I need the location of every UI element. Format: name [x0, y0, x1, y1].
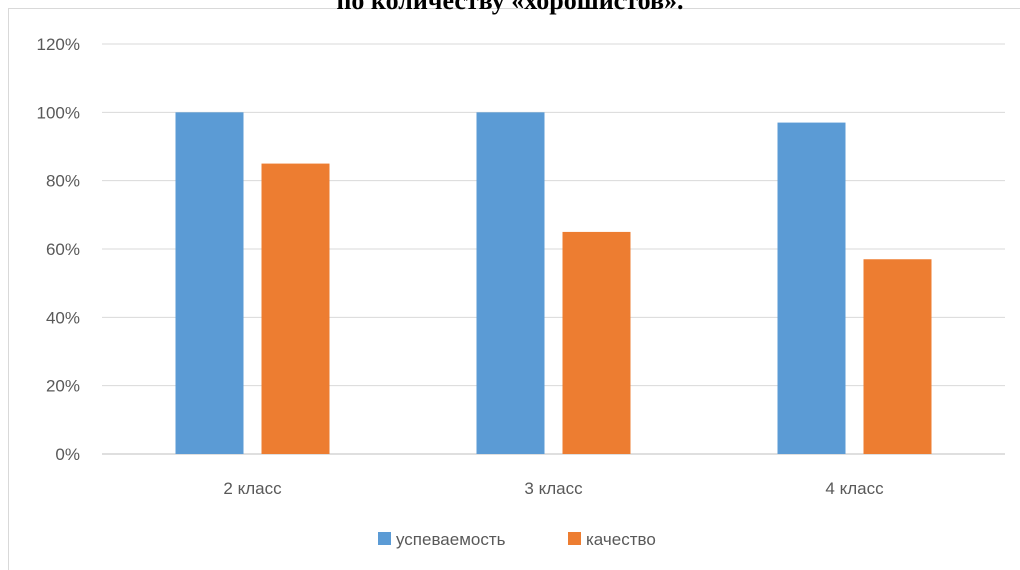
x-category-label: 3 класс: [524, 479, 583, 498]
bar-kachestvo: [864, 259, 932, 454]
y-tick-label: 60%: [46, 240, 80, 259]
bar-uspevaemost: [477, 112, 545, 454]
legend-item-uspevaemost: успеваемость: [396, 530, 506, 549]
bar-uspevaemost: [176, 112, 244, 454]
x-axis-labels: 2 класс 3 класс 4 класс: [223, 479, 884, 498]
bars: [176, 112, 932, 454]
legend-item-kachestvo: качество: [586, 530, 656, 549]
legend: успеваемость качество: [378, 530, 656, 549]
x-category-label: 4 класс: [825, 479, 884, 498]
y-tick-label: 40%: [46, 308, 80, 327]
chart-title: по количеству «хорошистов».: [0, 0, 1020, 16]
y-tick-label: 0%: [55, 445, 80, 464]
legend-swatch: [378, 532, 391, 545]
y-tick-label: 20%: [46, 377, 80, 396]
y-tick-label: 80%: [46, 172, 80, 191]
bar-kachestvo: [563, 232, 631, 454]
legend-swatch: [568, 532, 581, 545]
bar-uspevaemost: [778, 123, 846, 454]
y-tick-label: 100%: [37, 103, 80, 122]
x-category-label: 2 класс: [223, 479, 282, 498]
bar-kachestvo: [262, 164, 330, 454]
y-axis-labels: 0% 20% 40% 60% 80% 100% 120%: [37, 35, 80, 464]
y-tick-label: 120%: [37, 35, 80, 54]
